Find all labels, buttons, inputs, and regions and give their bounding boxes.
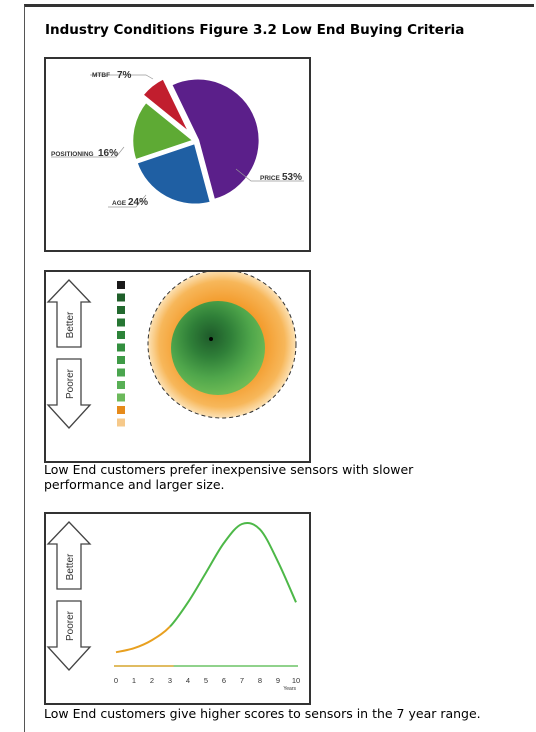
scale-square bbox=[117, 356, 125, 364]
pie-pct-price: 53% bbox=[282, 172, 302, 183]
x-tick-label: 1 bbox=[132, 676, 136, 685]
age-chart-panel: Better Poorer 0 1 2 3 4 5 6 7 8 9 10 Years bbox=[44, 512, 311, 705]
x-tick-label: 8 bbox=[258, 676, 262, 685]
pie-label-age: AGE bbox=[112, 200, 127, 207]
x-tick-label: 7 bbox=[240, 676, 244, 685]
scale-square bbox=[117, 318, 125, 327]
page-frame bbox=[24, 4, 534, 732]
x-tick-label: 3 bbox=[168, 676, 172, 685]
x-tick-label: 2 bbox=[150, 676, 154, 685]
scale-square bbox=[117, 306, 125, 314]
scale-square bbox=[117, 406, 125, 414]
outer-dashed-border bbox=[147, 272, 297, 419]
better-arrow-icon: Better bbox=[46, 521, 92, 590]
age-curve-good-segment bbox=[169, 522, 297, 628]
inner-fine-cut-circle bbox=[171, 301, 265, 395]
poorer-arrow-icon: Poorer bbox=[46, 358, 92, 429]
pie-pct-age: 24% bbox=[128, 197, 148, 208]
pie-slice-mtbf bbox=[140, 76, 192, 135]
pie-slice-age bbox=[134, 141, 213, 206]
age-caption: Low End customers give higher scores to … bbox=[44, 706, 481, 721]
scale-square bbox=[117, 418, 125, 427]
poorer-arrow-icon: Poorer bbox=[46, 600, 92, 671]
target-panel: Better Poorer bbox=[44, 270, 311, 463]
better-label: Better bbox=[65, 311, 76, 338]
age-curve-poor-segment bbox=[115, 625, 171, 654]
pie-label-positioning: POSITIONING bbox=[51, 151, 94, 158]
pie-label-mtbf: MTBF bbox=[92, 72, 110, 79]
pie-slice-price bbox=[169, 77, 262, 202]
pie-label-price: PRICE bbox=[260, 175, 281, 182]
scale-square bbox=[117, 281, 125, 289]
x-tick-label: 10 bbox=[292, 676, 300, 685]
pie-slice-positioning bbox=[130, 99, 197, 162]
pie-pct-mtbf: 7% bbox=[117, 70, 132, 81]
poorer-label: Poorer bbox=[65, 368, 76, 399]
scale-square bbox=[117, 368, 125, 377]
scale-square bbox=[117, 343, 125, 352]
target-caption: Low End customers prefer inexpensive sen… bbox=[44, 462, 414, 492]
scale-square bbox=[117, 381, 125, 389]
ideal-spot-dot bbox=[209, 337, 213, 341]
pie-pct-positioning: 16% bbox=[98, 148, 118, 159]
better-arrow-icon: Better bbox=[46, 279, 92, 348]
target-diagram: Better Poorer bbox=[46, 272, 297, 429]
pie-chart: MTBF 7% POSITIONING 16% AGE 24% PRICE 53… bbox=[51, 70, 304, 208]
scale-square bbox=[117, 293, 125, 302]
scale-square bbox=[117, 331, 125, 339]
x-tick-label: 9 bbox=[276, 676, 280, 685]
pie-chart-panel: MTBF 7% POSITIONING 16% AGE 24% PRICE 53… bbox=[44, 57, 311, 252]
age-chart: Better Poorer 0 1 2 3 4 5 6 7 8 9 10 Years bbox=[46, 521, 300, 692]
page-title: Industry Conditions Figure 3.2 Low End B… bbox=[45, 22, 465, 38]
x-tick-label: 5 bbox=[204, 676, 208, 685]
scale-square bbox=[117, 393, 125, 402]
x-tick-label: 6 bbox=[222, 676, 226, 685]
x-axis-label: Years bbox=[283, 686, 296, 692]
poorer-label: Poorer bbox=[65, 610, 76, 641]
color-scale bbox=[117, 281, 125, 427]
better-label: Better bbox=[65, 553, 76, 580]
x-tick-label: 0 bbox=[114, 676, 118, 685]
x-tick-label: 4 bbox=[186, 676, 190, 685]
